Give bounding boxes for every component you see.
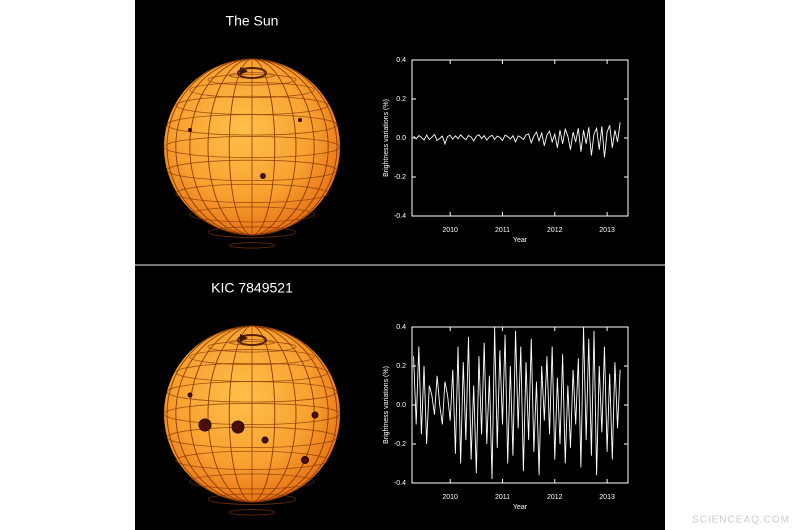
- x-axis-label: Year: [513, 237, 528, 244]
- sun-illustration: [163, 58, 341, 249]
- data-line: [413, 326, 621, 480]
- y-tick-label: -0.2: [394, 174, 406, 181]
- sunspot: [188, 128, 192, 132]
- sunspot: [187, 392, 193, 398]
- sunspot: [298, 118, 302, 122]
- x-tick-label: 2010: [442, 227, 458, 234]
- pole-mark: [237, 334, 267, 346]
- y-tick-label: -0.2: [394, 441, 406, 448]
- sunspot: [311, 411, 319, 419]
- parallel: [207, 493, 297, 505]
- y-tick-label: 0.0: [396, 135, 406, 142]
- parallel: [175, 450, 329, 470]
- x-tick-label: 2013: [599, 227, 615, 234]
- sunspot: [231, 420, 245, 434]
- y-tick-label: 0.4: [396, 324, 406, 331]
- x-tick-label: 2011: [495, 494, 510, 501]
- sunspot: [198, 418, 212, 432]
- watermark: SCIENCEAQ.COM: [692, 515, 790, 526]
- panel-title: KIC 7849521: [211, 280, 293, 296]
- x-tick-label: 2013: [599, 494, 615, 501]
- y-tick-label: 0.2: [396, 96, 406, 103]
- y-tick-label: -0.4: [394, 480, 406, 487]
- x-tick-label: 2012: [547, 227, 563, 234]
- sunspot: [261, 436, 269, 444]
- parallel: [163, 403, 341, 425]
- y-axis-label: Brightness variations (%): [383, 99, 390, 177]
- parallel: [166, 159, 338, 181]
- parallel: [175, 362, 329, 382]
- parallel: [207, 74, 297, 86]
- parallel: [207, 341, 297, 353]
- pole-arrow: [240, 334, 248, 342]
- pole-mark: [237, 67, 267, 79]
- parallel: [228, 509, 276, 516]
- panel-title: The Sun: [226, 13, 279, 29]
- pole-arrow: [240, 67, 248, 75]
- parallel: [166, 426, 338, 448]
- sun-illustration: [163, 325, 341, 516]
- data-line: [413, 122, 621, 158]
- parallel: [189, 349, 315, 365]
- sunspot: [260, 173, 266, 179]
- parallel: [175, 95, 329, 115]
- parallel: [228, 242, 276, 249]
- meridian: [166, 325, 338, 503]
- y-tick-label: 0.0: [396, 402, 406, 409]
- parallel: [163, 136, 341, 158]
- x-tick-label: 2011: [495, 227, 510, 234]
- parallel: [189, 473, 315, 490]
- meridian: [166, 58, 338, 236]
- x-axis-label: Year: [513, 504, 528, 511]
- parallel: [175, 183, 329, 203]
- parallel: [207, 226, 297, 238]
- x-tick-label: 2010: [442, 494, 458, 501]
- x-tick-label: 2012: [547, 494, 563, 501]
- y-axis-label: Brightness variations (%): [383, 366, 390, 444]
- y-tick-label: 0.2: [396, 363, 406, 370]
- sunspot: [301, 456, 309, 464]
- parallel: [189, 206, 315, 223]
- y-tick-label: -0.4: [394, 213, 406, 220]
- parallel: [189, 82, 315, 98]
- y-tick-label: 0.4: [396, 57, 406, 64]
